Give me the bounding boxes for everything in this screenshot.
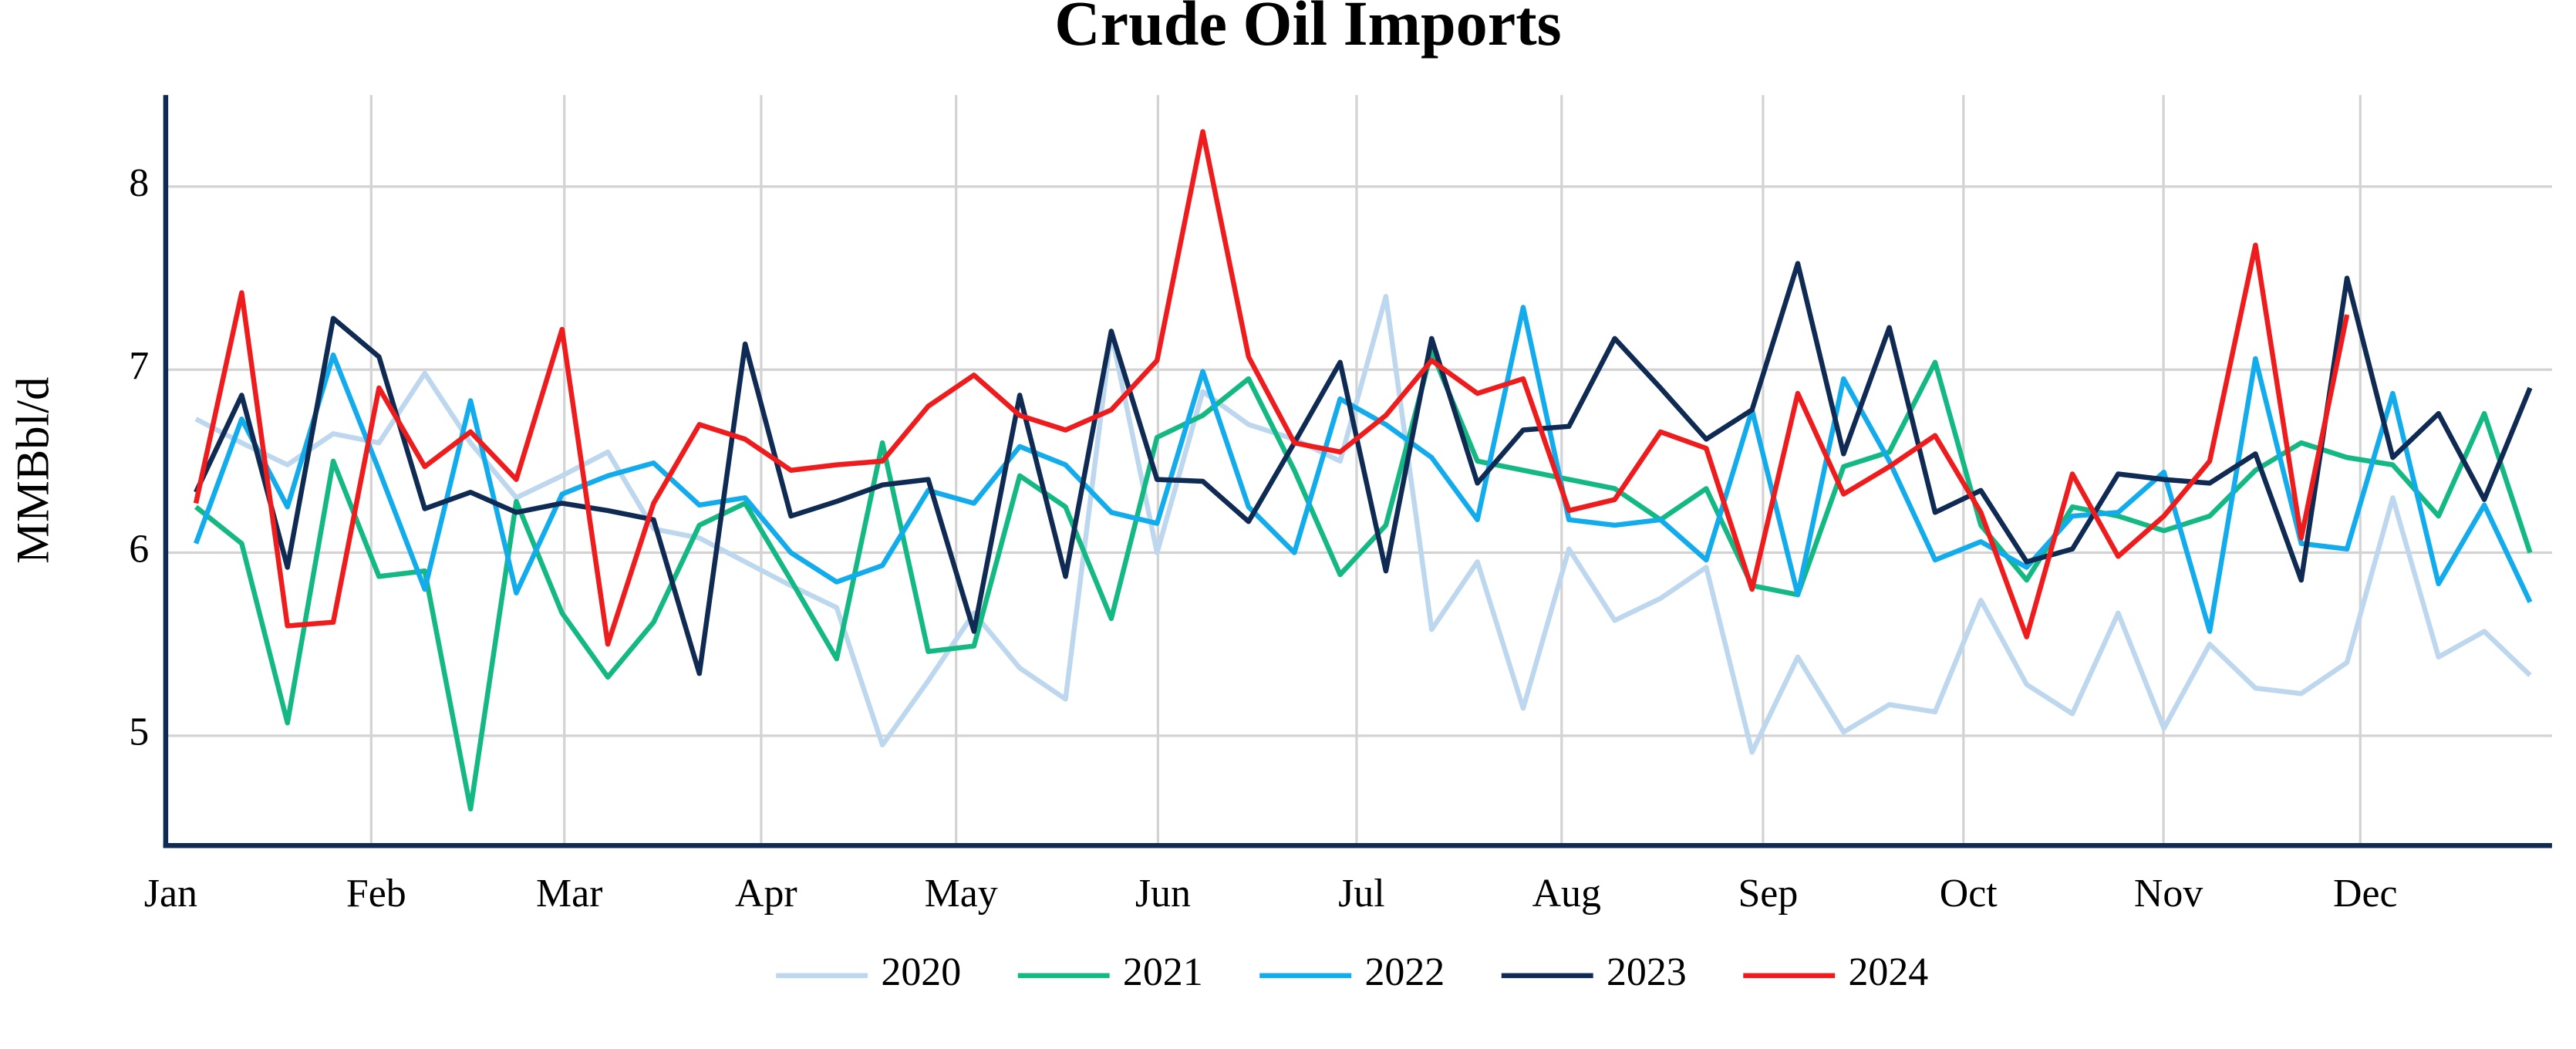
plot-area: [193, 129, 2533, 812]
x-tick-label: Jan: [144, 872, 197, 916]
x-tick-label: Feb: [346, 872, 406, 916]
y-tick-label: 5: [129, 710, 149, 754]
x-tick-label: Oct: [1940, 872, 1998, 916]
legend: 2020 2021 2022 2023 2024: [776, 950, 1928, 994]
x-tick-label: Aug: [1532, 872, 1601, 916]
grid: [164, 95, 2552, 846]
x-tick-label: Apr: [735, 872, 797, 916]
x-tick-label: Jun: [1135, 872, 1191, 916]
legend-item[interactable]: 2020: [776, 950, 961, 994]
y-tick-label: 6: [129, 527, 149, 571]
y-tick-label: 7: [129, 344, 149, 388]
legend-label: 2023: [1607, 950, 1687, 994]
series-line: [194, 261, 2533, 676]
series-line: [194, 349, 2533, 812]
x-tick-label: Sep: [1738, 872, 1798, 916]
axes: 5 6 7 8 Jan Feb Mar Apr May Jun Jul Aug Sep Oct Nov Dec: [129, 95, 2552, 916]
legend-item[interactable]: 2021: [1017, 950, 1203, 994]
x-tick-label: Nov: [2134, 872, 2203, 916]
legend-label: 2022: [1364, 950, 1445, 994]
legend-item[interactable]: 2023: [1501, 950, 1687, 994]
x-tick-label: May: [925, 872, 998, 916]
x-tick-label: Mar: [536, 872, 602, 916]
y-axis-label: MMBbl/d: [7, 377, 59, 564]
y-tick-label: 8: [129, 161, 149, 205]
legend-item[interactable]: 2024: [1743, 950, 1928, 994]
legend-label: 2020: [881, 950, 961, 994]
legend-label: 2024: [1848, 950, 1928, 994]
series-line: [194, 294, 2532, 755]
chart-title: Crude Oil Imports: [1054, 0, 1561, 59]
legend-label: 2021: [1123, 950, 1203, 994]
legend-item[interactable]: 2022: [1259, 950, 1445, 994]
series-line: [193, 129, 2350, 647]
x-tick-label: Jul: [1338, 872, 1385, 916]
x-tick-label: Dec: [2333, 872, 2398, 916]
